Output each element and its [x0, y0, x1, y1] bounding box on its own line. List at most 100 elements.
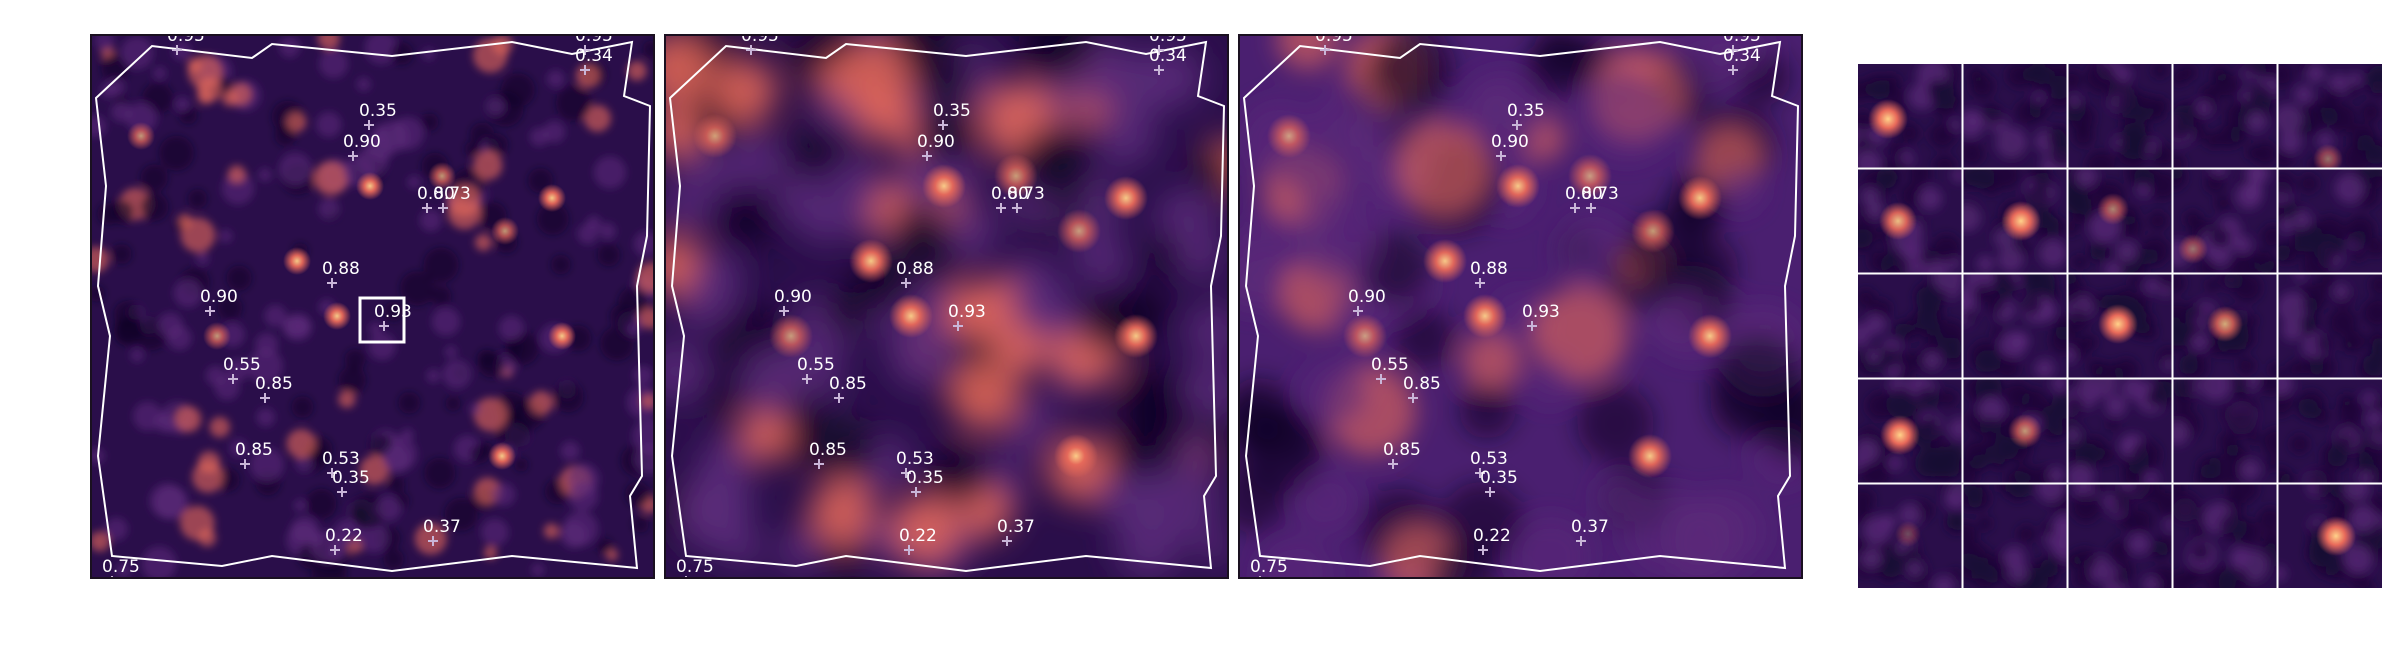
panel-raw-image: 0.95 0.950.340.350.900.730.800.880.900.93…	[92, 36, 653, 577]
source-marker: 0.95	[575, 36, 613, 55]
source-marker: 0.53	[1470, 449, 1508, 478]
redshift-label: 0.85	[1403, 374, 1441, 394]
redshift-label: 0.37	[423, 517, 461, 537]
source-marker: 0.95	[1723, 36, 1761, 55]
redshift-label: 0.53	[1470, 449, 1508, 469]
redshift-label: 0.35	[359, 101, 397, 121]
redshift-label: 0.35	[1507, 101, 1545, 121]
source-marker: 0.22	[899, 526, 937, 555]
redshift-label: 0.85	[235, 440, 273, 460]
cutout-tile	[2278, 274, 2382, 378]
cutout-tile	[2173, 64, 2277, 168]
redshift-label: 0.90	[774, 287, 812, 307]
redshift-label: 0.95	[741, 36, 779, 46]
cutout-tile	[2068, 379, 2172, 483]
cutout-tile	[1858, 379, 1962, 483]
redshift-label: 0.95	[1315, 36, 1353, 46]
cutout-tile	[2068, 169, 2172, 273]
source-marker: 0.85	[235, 440, 273, 469]
redshift-label: 0.37	[997, 517, 1035, 537]
source-marker: 0.90	[343, 132, 381, 161]
source-marker: 0.35	[933, 101, 971, 130]
source-marker: 0.55	[797, 355, 835, 384]
cutout-tile	[2068, 274, 2172, 378]
redshift-label: 0.22	[325, 526, 363, 546]
source-marker: 0.88	[1470, 259, 1508, 288]
redshift-label: 0.34	[575, 46, 613, 66]
redshift-label: 0.22	[1473, 526, 1511, 546]
panel-model: 0.95 0.95 0.34 0.35 0.90 0.73 0.80 0.88 0.90 0.93…	[1238, 34, 1803, 579]
redshift-label: 0.53	[322, 449, 360, 469]
redshift-label: 0.95	[575, 36, 613, 46]
source-marker: 0.53	[896, 449, 934, 478]
source-marker: 0.35	[359, 101, 397, 130]
source-marker: 0.73	[1007, 184, 1045, 213]
source-marker: 0.75	[1250, 557, 1288, 577]
cutout-tile	[2278, 484, 2382, 588]
redshift-label: 0.37	[1571, 517, 1609, 537]
cutout-tile	[2173, 274, 2277, 378]
redshift-label: 0.55	[1371, 355, 1409, 375]
redshift-label: 0.80	[417, 184, 455, 204]
cutout-tile	[2278, 64, 2382, 168]
panel-raw: 0.95 0.95 0.34 0.35 0.90 0.73 0.80 0.88 0.90 0.93…	[90, 34, 655, 579]
redshift-label: 0.90	[343, 132, 381, 152]
source-marker: 0.75	[102, 557, 140, 577]
redshift-label: 0.88	[896, 259, 934, 279]
redshift-label: 0.75	[676, 557, 714, 577]
source-marker: 0.90	[1491, 132, 1529, 161]
cutout-tile	[1858, 274, 1962, 378]
source-marker: 0.37	[997, 517, 1035, 546]
cutout-tile	[1858, 169, 1962, 273]
cutout-tile	[2173, 169, 2277, 273]
source-marker: 0.37	[423, 517, 461, 546]
redshift-label: 0.88	[1470, 259, 1508, 279]
cutout-tile	[2278, 379, 2382, 483]
cutout-tile	[1963, 484, 2067, 588]
cutout-tile	[2173, 379, 2277, 483]
redshift-label: 0.90	[200, 287, 238, 307]
redshift-label: 0.90	[1491, 132, 1529, 152]
cutout-tile	[1963, 64, 2067, 168]
redshift-label: 0.35	[1480, 468, 1518, 488]
redshift-label: 0.75	[102, 557, 140, 577]
redshift-label: 0.93	[948, 302, 986, 322]
source-marker: 0.85	[829, 374, 867, 403]
cutout-tile	[1963, 169, 2067, 273]
redshift-label: 0.95	[1149, 36, 1187, 46]
redshift-label: 0.93	[374, 302, 412, 322]
cutout-tile	[1858, 64, 1962, 168]
redshift-label: 0.95	[167, 36, 205, 46]
redshift-label: 0.35	[933, 101, 971, 121]
source-marker: 0.80	[417, 184, 455, 213]
highlight-box	[358, 296, 406, 344]
source-marker: 0.35	[332, 468, 370, 497]
cutout-grid	[1858, 64, 2383, 589]
source-marker: 0.34	[1149, 46, 1187, 75]
source-marker: 0.88	[322, 259, 360, 288]
redshift-label: 0.53	[896, 449, 934, 469]
redshift-label: 0.93	[1522, 302, 1560, 322]
source-marker: 0.85	[809, 440, 847, 469]
redshift-label: 0.55	[797, 355, 835, 375]
source-marker: 0.85	[1383, 440, 1421, 469]
cutout-tile	[2068, 484, 2172, 588]
source-marker: 0.95	[167, 36, 205, 55]
panel-smoothed-image: 0.95 0.950.340.350.900.730.800.880.900.93…	[666, 36, 1227, 577]
source-marker: 0.35	[1480, 468, 1518, 497]
source-marker: 0.93	[374, 302, 412, 331]
source-marker: 0.80	[991, 184, 1029, 213]
redshift-label: 0.73	[1581, 184, 1619, 204]
source-marker: 0.35	[1507, 101, 1545, 130]
source-marker: 0.95	[741, 36, 779, 55]
source-marker: 0.22	[1473, 526, 1511, 555]
redshift-label: 0.73	[433, 184, 471, 204]
source-marker: 0.95	[1149, 36, 1187, 55]
redshift-label: 0.80	[1565, 184, 1603, 204]
redshift-label: 0.34	[1723, 46, 1761, 66]
source-marker: 0.55	[1371, 355, 1409, 384]
redshift-label: 0.80	[991, 184, 1029, 204]
source-marker: 0.90	[200, 287, 238, 316]
source-marker: 0.75	[676, 557, 714, 577]
redshift-label: 0.85	[255, 374, 293, 394]
